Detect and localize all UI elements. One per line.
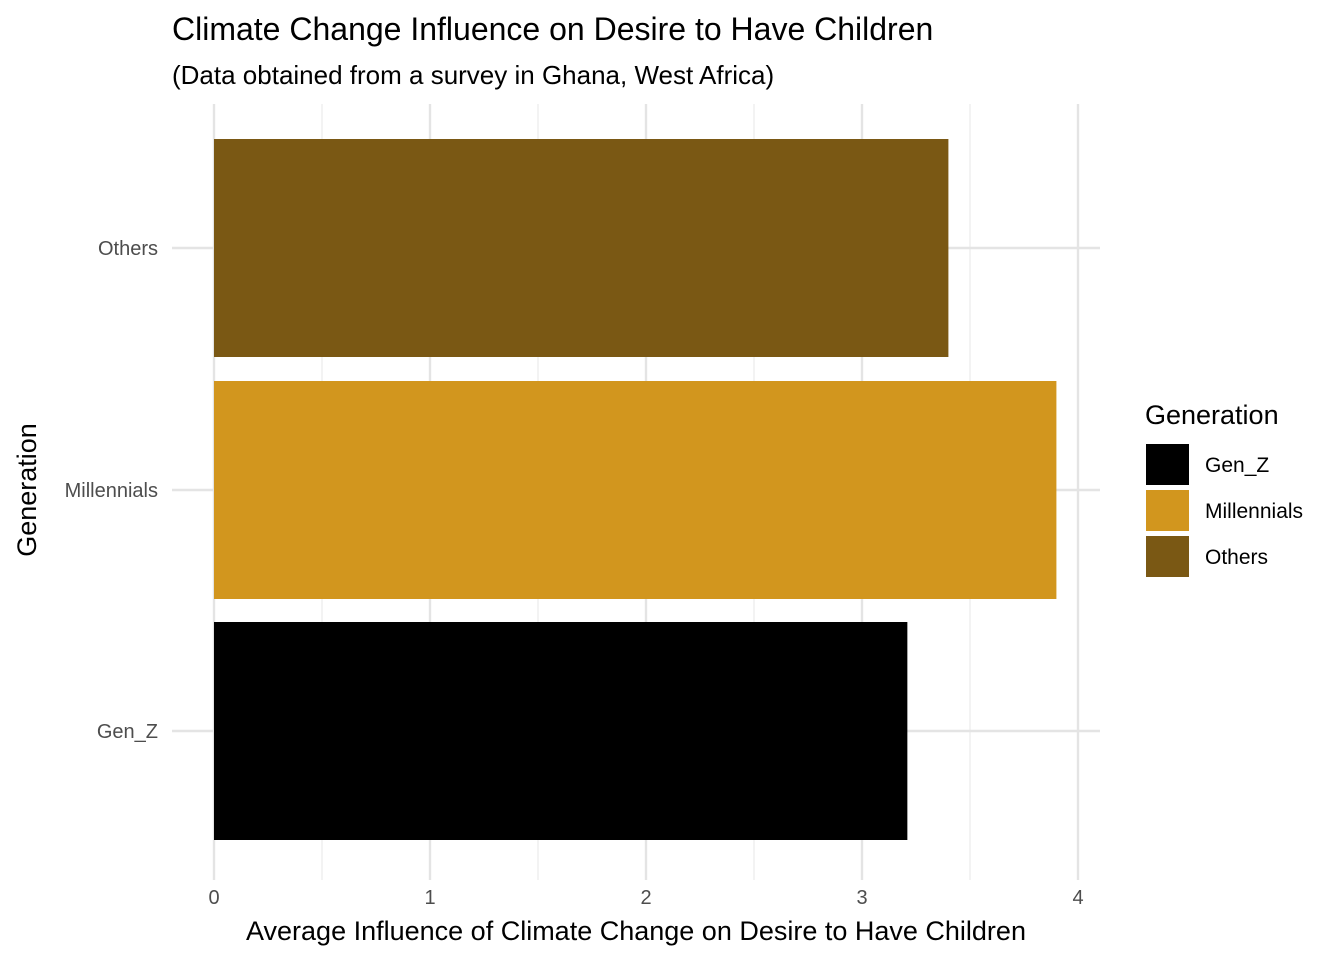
bar-gen-z	[214, 622, 907, 840]
y-tick-label: Millennials	[65, 480, 158, 502]
legend-key-others	[1146, 536, 1189, 577]
y-axis-title: Generation	[12, 423, 42, 557]
bars	[214, 139, 1056, 840]
legend-label: Others	[1205, 546, 1268, 569]
legend-key-gen-z	[1146, 444, 1189, 485]
x-tick-label: 2	[640, 887, 651, 909]
y-axis-ticks: Gen_Z Millennials Others	[65, 238, 158, 743]
x-tick-label: 4	[1072, 887, 1083, 909]
legend-items: Gen_Z Millennials Others	[1146, 444, 1303, 577]
chart-title: Climate Change Influence on Desire to Ha…	[172, 11, 933, 47]
bar-millennials	[214, 381, 1056, 599]
x-axis-ticks: 0 1 2 3 4	[208, 887, 1083, 909]
x-tick-label: 3	[856, 887, 867, 909]
chart-subtitle: (Data obtained from a survey in Ghana, W…	[172, 60, 774, 90]
x-tick-label: 0	[208, 887, 219, 909]
legend: Generation Gen_Z Millennials Others	[1145, 400, 1303, 577]
x-tick-label: 1	[424, 887, 435, 909]
y-tick-label: Others	[98, 238, 158, 260]
bar-others	[214, 139, 948, 357]
x-axis-title: Average Influence of Climate Change on D…	[246, 916, 1026, 946]
legend-label: Gen_Z	[1205, 454, 1269, 477]
legend-key-millennials	[1146, 490, 1189, 531]
legend-label: Millennials	[1205, 500, 1303, 523]
y-tick-label: Gen_Z	[97, 721, 158, 743]
legend-title: Generation	[1145, 400, 1279, 430]
